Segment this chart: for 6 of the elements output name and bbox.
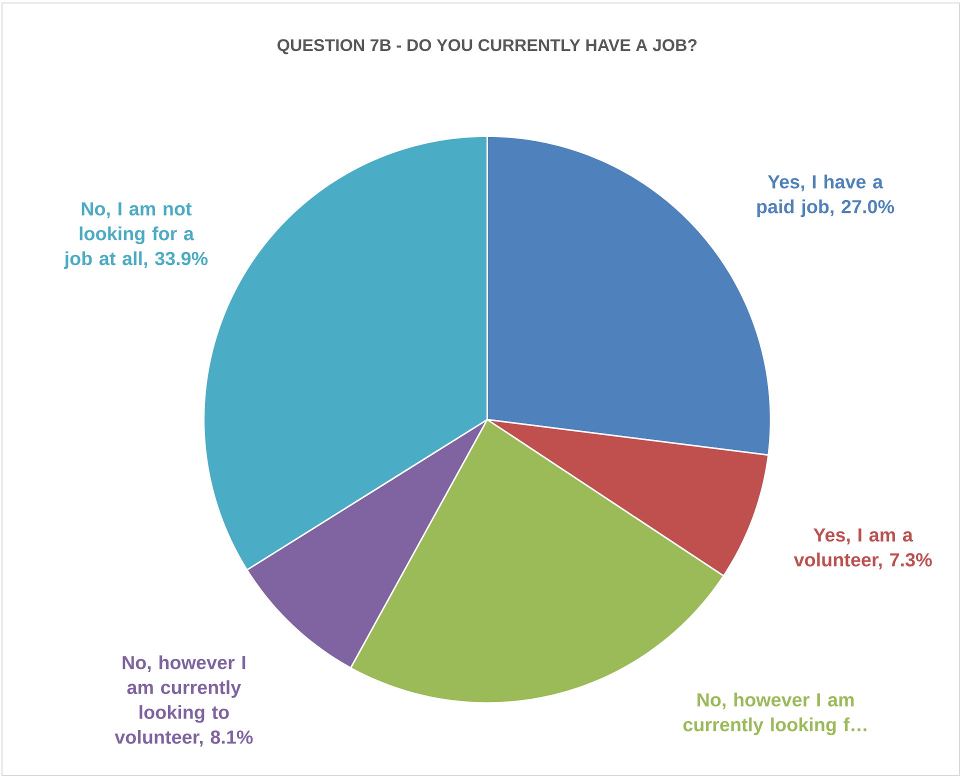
slice-label: No, however I am currently looking to volunteer, 8.1% [114,655,253,747]
chart-title: QUESTION 7B - DO YOU CURRENTLY HAVE A JOB? [278,39,697,54]
slice-label: Yes, I have a paid job, 27.0% [757,174,894,218]
slice-label: No, however I am currently looking f… [683,692,866,736]
slice-label: Yes, I am a volunteer, 7.3% [794,528,932,570]
slice-label: No, I am not looking for a job at all, 33.9% [64,202,208,269]
